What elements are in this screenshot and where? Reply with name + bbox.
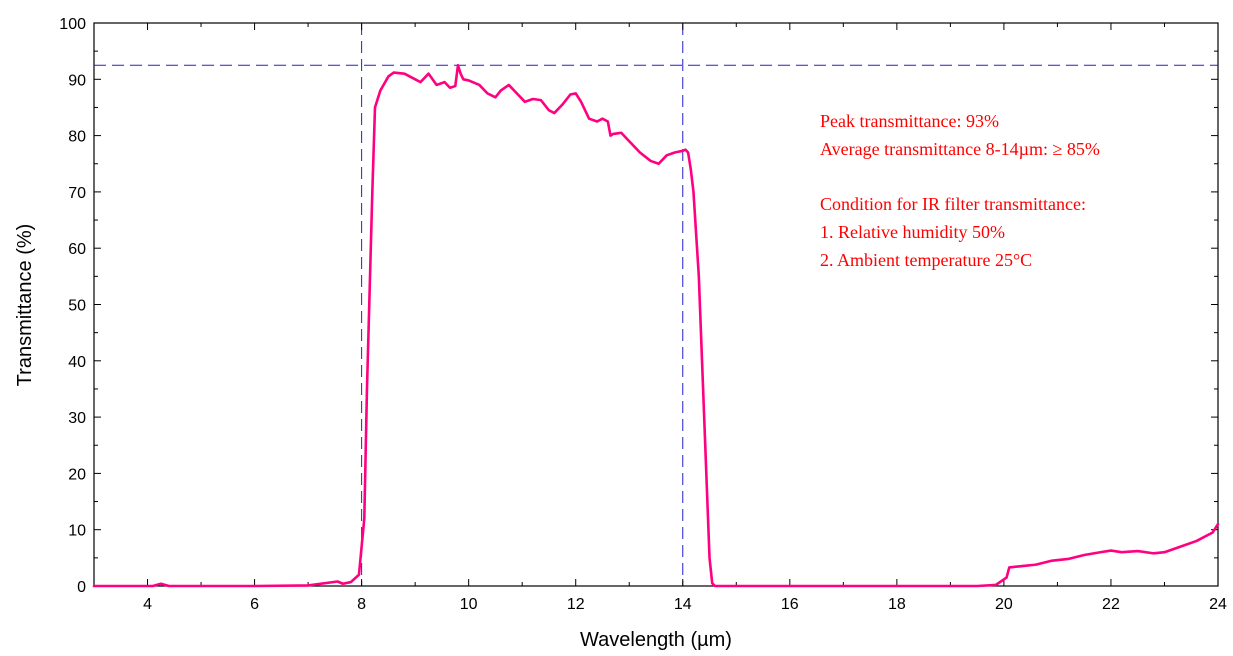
y-tick-label: 70	[68, 185, 86, 202]
annotation-average: Average transmittance 8-14µm: ≥ 85%	[820, 139, 1100, 159]
x-axis-title: Wavelength (µm)	[580, 629, 732, 651]
annotation-humidity: 1. Relative humidity 50%	[820, 222, 1005, 242]
x-tick-label: 22	[1102, 596, 1120, 613]
plot-frame	[93, 22, 1219, 587]
x-tick-label: 14	[674, 596, 692, 613]
y-tick-label: 30	[68, 410, 86, 427]
y-tick-label: 10	[68, 523, 86, 540]
y-tick-label: 40	[68, 354, 86, 371]
y-tick-label: 90	[68, 72, 86, 89]
y-tick-label: 60	[68, 241, 86, 258]
x-tick-label: 20	[995, 596, 1013, 613]
y-tick-label: 50	[68, 298, 86, 315]
x-tick-label: 4	[143, 596, 152, 613]
x-tick-label: 6	[250, 596, 259, 613]
series-line	[92, 63, 1220, 588]
y-tick-label: 20	[68, 466, 86, 483]
x-tick-label: 8	[357, 596, 366, 613]
annotation-temperature: 2. Ambient temperature 25°C	[820, 250, 1032, 270]
y-tick-label: 80	[68, 129, 86, 146]
x-tick-label: 10	[460, 596, 478, 613]
annotation-block: Peak transmittance: 93% Average transmit…	[820, 111, 1100, 270]
axis-ticks	[93, 22, 1219, 587]
x-tick-label: 24	[1209, 596, 1227, 613]
axis-tick-labels: 4 6 8 10 12 14 16 18 20 22 24 0 10 20 30 40 50 60 70 80 90 10…	[59, 16, 1227, 613]
annotation-condition-heading: Condition for IR filter transmittance:	[820, 194, 1086, 214]
y-axis-title: Transmittance (%)	[14, 224, 36, 387]
reference-lines	[94, 23, 1218, 586]
x-tick-label: 16	[781, 596, 799, 613]
x-tick-label: 12	[567, 596, 585, 613]
y-tick-label: 0	[77, 579, 86, 596]
annotation-peak: Peak transmittance: 93%	[820, 111, 999, 131]
x-tick-label: 18	[888, 596, 906, 613]
y-tick-label: 100	[59, 16, 86, 33]
